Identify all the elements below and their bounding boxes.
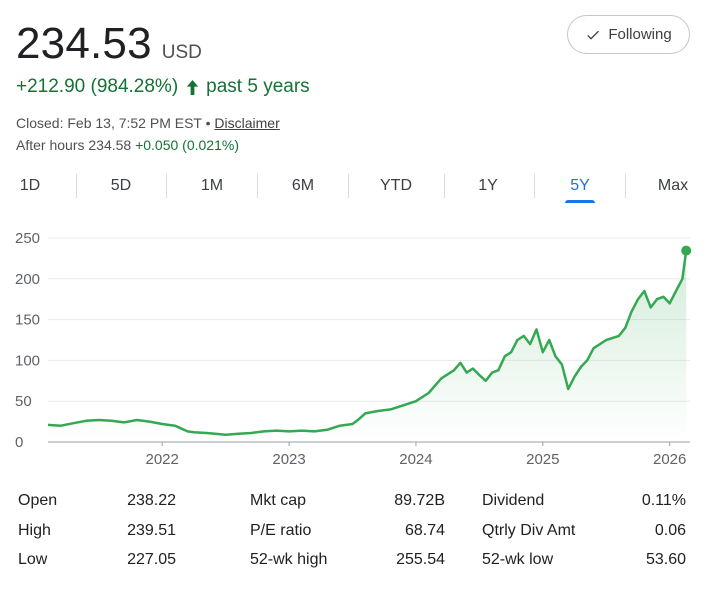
stat-value: 68.74 xyxy=(404,521,445,539)
tab-divider xyxy=(534,174,535,198)
stat-value: 0.11% xyxy=(641,492,686,509)
tab-1d[interactable]: 1D xyxy=(19,177,41,194)
tab-divider xyxy=(625,174,626,198)
tab-divider xyxy=(444,174,445,198)
y-tick-label: 100 xyxy=(15,352,40,369)
stat-label: Mkt cap xyxy=(250,492,307,509)
price-chart[interactable]: 0 50 100 150 200 250 2022 2023 2024 2025 2026 xyxy=(0,222,706,472)
price-line xyxy=(47,250,688,436)
tab-divider xyxy=(76,174,77,198)
tab-ytd[interactable]: YTD xyxy=(380,177,412,194)
tab-5d[interactable]: 5D xyxy=(110,177,132,194)
range-tabs: 1D 5D 1M 6M YTD 1Y 5Y Max xyxy=(0,168,706,204)
stat-label: Open xyxy=(18,492,58,509)
stat-value: 89.72B xyxy=(394,492,445,509)
tab-divider xyxy=(257,174,258,198)
y-tick-label: 200 xyxy=(15,271,40,288)
after-hours-price: After hours 234.58 xyxy=(16,137,132,153)
tab-1m[interactable]: 1M xyxy=(200,177,224,194)
stat-value: 53.60 xyxy=(645,551,686,568)
following-button[interactable]: Following xyxy=(567,15,690,54)
tab-divider xyxy=(166,174,167,198)
change-period: past 5 years xyxy=(206,76,310,97)
separator-dot: • xyxy=(201,115,215,131)
x-axis-labels: 2022 2023 2024 2025 2026 xyxy=(146,451,687,468)
disclaimer-link[interactable]: Disclaimer xyxy=(214,115,280,131)
tab-6m[interactable]: 6M xyxy=(291,177,315,194)
stat-value: 227.05 xyxy=(127,551,176,568)
stat-label: 52-wk low xyxy=(482,551,554,568)
tab-1y[interactable]: 1Y xyxy=(478,177,498,194)
x-tick-label: 2025 xyxy=(526,451,559,468)
last-price-point[interactable] xyxy=(681,245,692,256)
following-label: Following xyxy=(608,26,672,43)
tab-divider xyxy=(348,174,349,198)
stat-label: 52-wk high xyxy=(250,551,328,568)
stat-value: 238.22 xyxy=(127,492,176,509)
x-tick-label: 2023 xyxy=(272,451,305,468)
y-tick-label: 150 xyxy=(15,312,40,329)
y-tick-label: 50 xyxy=(15,393,32,410)
check-icon xyxy=(587,30,600,40)
stat-value: 0.06 xyxy=(654,521,686,539)
stat-value: 239.51 xyxy=(127,521,176,539)
y-tick-label: 0 xyxy=(15,434,23,451)
current-price: 234.53 xyxy=(16,19,152,68)
price-change: +212.90 (984.28%) past 5 years xyxy=(16,76,310,98)
closed-info: Closed: Feb 13, 7:52 PM EST • Disclaimer xyxy=(16,115,280,131)
after-hours-change: +0.050 (0.021%) xyxy=(135,137,239,153)
x-tick-label: 2026 xyxy=(653,451,686,468)
x-tick-label: 2022 xyxy=(146,451,179,468)
arrow-up-icon xyxy=(187,79,199,95)
stat-label: P/E ratio xyxy=(250,521,312,539)
stat-label: Qtrly Div Amt xyxy=(482,521,576,539)
x-tick-label: 2024 xyxy=(399,451,432,468)
change-value: +212.90 (984.28%) xyxy=(16,76,179,97)
stat-value: 255.54 xyxy=(396,551,445,568)
y-axis-labels: 0 50 100 150 200 250 xyxy=(15,230,40,451)
closed-time: Closed: Feb 13, 7:52 PM EST xyxy=(16,115,202,131)
stat-label: High xyxy=(18,521,51,539)
currency-label: USD xyxy=(161,42,202,63)
stat-label: Dividend xyxy=(482,492,545,509)
after-hours-info: After hours 234.58 +0.050 (0.021%) xyxy=(16,137,239,153)
tab-5y[interactable]: 5Y xyxy=(560,168,600,204)
tab-max[interactable]: Max xyxy=(657,177,689,194)
y-tick-label: 250 xyxy=(15,230,40,247)
price-header: 234.53 USD xyxy=(16,18,202,70)
stat-label: Low xyxy=(18,551,48,568)
price-area xyxy=(48,250,687,442)
